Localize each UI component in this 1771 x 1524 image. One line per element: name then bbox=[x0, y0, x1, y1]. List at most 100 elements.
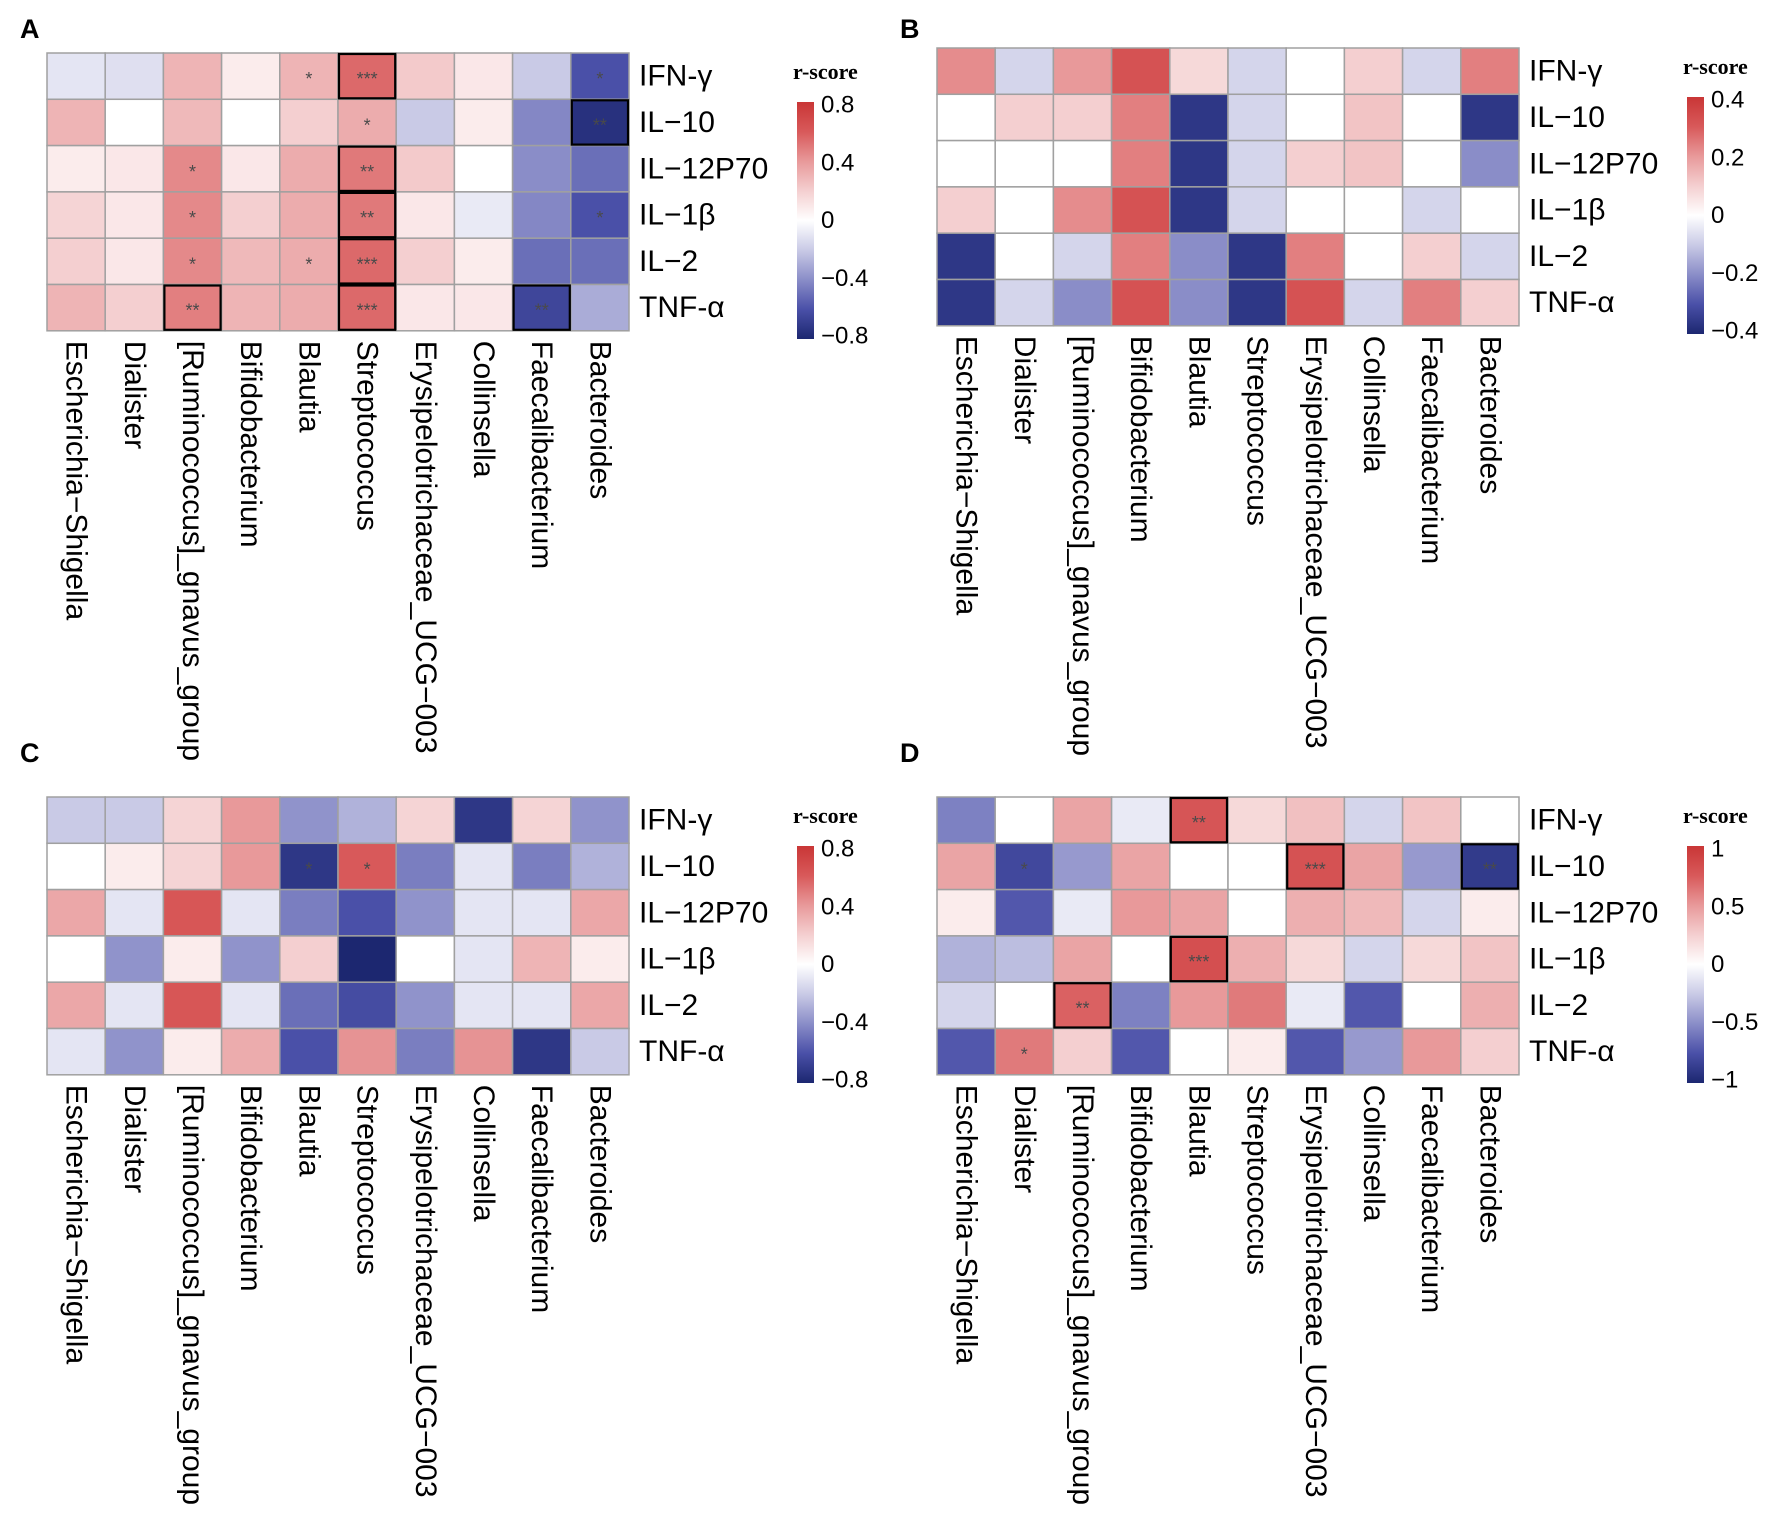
heatmap-cell bbox=[453, 52, 514, 101]
heatmap-cell bbox=[337, 935, 397, 983]
colorbar-tick-label: −0.8 bbox=[821, 323, 868, 350]
highlighted-cell-border bbox=[512, 284, 571, 331]
heatmap-cell bbox=[1169, 981, 1229, 1030]
heatmap-cell bbox=[994, 93, 1055, 142]
column-label: Bifidobacterium bbox=[1124, 1085, 1157, 1292]
colorbar-title: r-score bbox=[1683, 54, 1748, 79]
heatmap-cell bbox=[1110, 47, 1171, 96]
heatmap-cell bbox=[1169, 888, 1229, 937]
heatmap-cell bbox=[395, 935, 456, 983]
heatmap-cell bbox=[337, 796, 397, 845]
colorbar-tick-label: 0 bbox=[821, 207, 834, 234]
colorbar-tick-label: −0.4 bbox=[821, 265, 868, 292]
heatmap-cell bbox=[1227, 232, 1287, 281]
heatmap-cell bbox=[1460, 232, 1520, 281]
heatmap-cell bbox=[936, 842, 996, 891]
significance-mark: * bbox=[364, 115, 371, 135]
significance-mark: * bbox=[305, 69, 312, 89]
panel-C: C * * IFN-γ IL−10 IL−12P70 IL−1β IL−2 TNF-α Esche… bbox=[20, 738, 868, 1505]
highlighted-cell-border bbox=[337, 238, 397, 285]
heatmap-cell bbox=[220, 935, 281, 983]
heatmap-cell bbox=[511, 98, 572, 147]
heatmap-cell bbox=[1343, 186, 1404, 234]
highlighted-cell-border bbox=[337, 52, 397, 100]
heatmap-cell bbox=[1401, 93, 1462, 142]
colorbar-tick-label: −0.5 bbox=[1711, 1009, 1758, 1036]
heatmap-cell bbox=[1052, 842, 1113, 891]
heatmap-cell bbox=[104, 842, 165, 891]
significance-mark: * bbox=[189, 208, 196, 228]
heatmap-cell bbox=[337, 1027, 397, 1076]
heatmap-cell bbox=[162, 52, 223, 101]
heatmap-cell bbox=[1227, 278, 1287, 327]
heatmap-cell bbox=[104, 981, 165, 1030]
colorbar-bar bbox=[797, 102, 814, 339]
heatmap-cell bbox=[936, 888, 996, 937]
heatmap-cell bbox=[1460, 278, 1520, 327]
row-label: IL−1β bbox=[1529, 943, 1605, 976]
column-label: Escherichia−Shigella bbox=[950, 1085, 983, 1365]
heatmap-cell bbox=[936, 139, 996, 188]
heatmap-cell bbox=[570, 842, 630, 891]
heatmap-cell bbox=[511, 935, 572, 983]
row-label: IL−1β bbox=[1529, 194, 1605, 227]
row-label: TNF-α bbox=[639, 291, 725, 324]
significance-mark: * bbox=[1021, 1045, 1028, 1065]
column-label: Blautia bbox=[1182, 336, 1215, 428]
column-label: Streptococcus bbox=[1241, 1085, 1274, 1275]
colorbar-tick-label: −0.4 bbox=[1711, 318, 1758, 345]
colorbar-title: r-score bbox=[793, 59, 858, 84]
colorbar-tick-label: 0.5 bbox=[1711, 893, 1744, 920]
heatmap-cell bbox=[279, 1027, 339, 1076]
heatmap-cell bbox=[570, 888, 630, 937]
heatmap-cell bbox=[46, 842, 106, 891]
significance-mark: * bbox=[596, 69, 603, 89]
significance-mark: * bbox=[596, 208, 603, 228]
column-label: Erysipelotrichaceae_UCG−003 bbox=[1299, 336, 1332, 749]
colorbar-legend: r-score 0.8 0.4 0 −0.4 −0.8 bbox=[793, 803, 868, 1094]
colorbar-tick-label: −1 bbox=[1711, 1067, 1738, 1094]
heatmap-cell bbox=[453, 935, 514, 983]
heatmap-cell bbox=[1110, 935, 1171, 983]
heatmap-cell bbox=[337, 842, 397, 891]
heatmap-cell bbox=[1110, 981, 1171, 1030]
heatmap-cell bbox=[1401, 186, 1462, 234]
heatmap-cell bbox=[162, 1027, 223, 1076]
heatmap-cell bbox=[279, 888, 339, 937]
colorbar-legend: r-score 1 0.5 0 −0.5 −1 bbox=[1683, 803, 1758, 1094]
significance-mark: * bbox=[1021, 859, 1028, 879]
heatmap-cell bbox=[279, 237, 339, 286]
significance-mark: ** bbox=[593, 115, 607, 135]
heatmap-cell bbox=[1227, 935, 1287, 983]
significance-mark: ** bbox=[535, 301, 549, 321]
heatmap-cell bbox=[570, 283, 630, 332]
heatmap-cell bbox=[453, 98, 514, 147]
heatmap-cell bbox=[1052, 47, 1113, 96]
heatmap-cell bbox=[1110, 278, 1171, 327]
heatmap-cell bbox=[511, 52, 572, 101]
heatmap-cell bbox=[936, 278, 996, 327]
heatmap-cell bbox=[1227, 981, 1287, 1030]
column-label: Faecalibacterium bbox=[525, 341, 558, 569]
panel-letter: A bbox=[20, 14, 40, 44]
heatmap-cell bbox=[453, 981, 514, 1030]
row-label: IL−12P70 bbox=[1529, 896, 1658, 929]
highlighted-cell-border bbox=[337, 191, 397, 239]
colorbar-tick-label: 0 bbox=[821, 951, 834, 978]
heatmap-cell bbox=[570, 144, 630, 193]
column-label: [Ruminococcus]_gnavus_group bbox=[176, 341, 209, 761]
heatmap-cell bbox=[337, 98, 397, 147]
heatmap-cell bbox=[994, 1027, 1055, 1076]
heatmap-cell bbox=[279, 283, 339, 332]
panel-D: D*** *** ********IFN-γIL−10IL−12P70IL−1βIL… bbox=[900, 738, 1758, 1505]
heatmap-cell bbox=[1169, 232, 1229, 281]
heatmap-cell bbox=[1052, 935, 1113, 983]
column-label: Dialister bbox=[1008, 1085, 1041, 1193]
heatmap-cell bbox=[220, 842, 281, 891]
heatmap-cell bbox=[1285, 935, 1346, 983]
heatmap-cell bbox=[936, 93, 996, 142]
heatmap-cell bbox=[570, 52, 630, 101]
heatmap-cell bbox=[1285, 186, 1346, 234]
heatmap-cell bbox=[936, 47, 996, 96]
heatmap-cell bbox=[1401, 935, 1462, 983]
